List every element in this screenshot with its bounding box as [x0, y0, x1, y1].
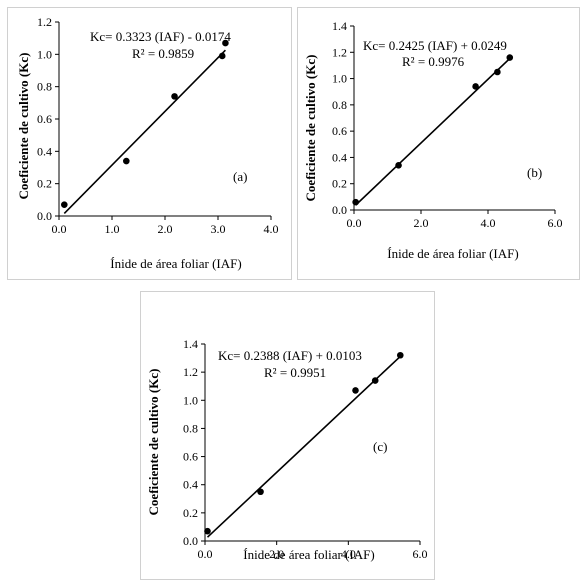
data-point	[472, 83, 479, 90]
y-tick-label: 0.2	[332, 177, 347, 191]
data-point	[352, 198, 359, 206]
data-point	[222, 39, 229, 47]
chart-c-x-label: Ínide de área foliar (IAF)	[243, 547, 374, 562]
data-point	[171, 93, 178, 100]
chart-a-x-ticks: 0.0 1.0 2.0 3.0 4.0	[52, 216, 279, 236]
y-tick-label: 0.4	[183, 478, 198, 492]
x-tick-label: 2.0	[269, 547, 284, 561]
data-point	[257, 488, 264, 496]
y-tick-label: 0.0	[183, 534, 198, 548]
chart-panel-b: 0.0 0.2 0.4 0.6 0.8 1.0 1.2 1.4 0.0 2.0 4.0 6.0 Kc…	[297, 7, 580, 280]
chart-b-y-ticks: 0.0 0.2 0.4 0.6 0.8 1.0 1.2 1.4	[332, 19, 354, 217]
data-point	[371, 377, 379, 384]
chart-a-r2: R² = 0.9859	[132, 46, 194, 61]
y-tick-label: 0.8	[332, 98, 347, 112]
y-tick-label: 1.2	[37, 15, 52, 29]
chart-c-svg: 0.0 0.2 0.4 0.6 0.8 1.0 1.2 1.4 0.0 2.0 4.0 6.0 Kc…	[146, 337, 428, 562]
chart-a-y-ticks: 0.0 0.2 0.4 0.6 0.8 1.0 1.2	[37, 15, 59, 223]
data-point	[218, 52, 226, 60]
x-tick-label: 2.0	[414, 216, 429, 230]
chart-a-svg: 0.0 0.2 0.4 0.6 0.8 1.0 1.2 0.0 1.0 2.0 3.0 4.0 Kc…	[16, 15, 279, 271]
y-tick-label: 0.6	[183, 450, 198, 464]
chart-a-x-label: Ínide de área foliar (IAF)	[110, 256, 241, 271]
y-tick-label: 0.2	[37, 177, 52, 191]
chart-a-y-label: Coeficiente de cultivo (Kc)	[16, 53, 31, 200]
y-tick-label: 1.2	[332, 45, 347, 59]
chart-a-equation: Kc= 0.3323 (IAF) - 0.0174	[90, 29, 231, 44]
x-tick-label: 2.0	[158, 222, 173, 236]
x-tick-label: 4.0	[264, 222, 279, 236]
y-tick-label: 1.0	[332, 72, 347, 86]
chart-b-panel-label: (b)	[527, 165, 542, 180]
chart-b-x-label: Ínide de área foliar (IAF)	[387, 246, 518, 261]
chart-c-panel-label: (c)	[373, 439, 387, 454]
data-point	[494, 68, 501, 76]
x-tick-label: 0.0	[52, 222, 67, 236]
data-point	[396, 351, 404, 359]
chart-b-points	[352, 54, 514, 206]
y-tick-label: 0.8	[37, 80, 52, 94]
x-tick-label: 4.0	[341, 547, 356, 561]
y-tick-label: 0.2	[183, 506, 198, 520]
data-point	[506, 54, 514, 61]
chart-a-panel-label: (a)	[233, 169, 247, 184]
data-point	[61, 201, 68, 208]
x-tick-label: 3.0	[211, 222, 226, 236]
data-point	[395, 162, 402, 169]
x-tick-label: 0.0	[198, 547, 213, 561]
chart-c-equation: Kc= 0.2388 (IAF) + 0.0103	[218, 348, 362, 363]
chart-b-equation: Kc= 0.2425 (IAF) + 0.0249	[363, 38, 507, 53]
y-tick-label: 0.8	[183, 421, 198, 435]
chart-b-trendline	[355, 57, 511, 206]
y-tick-label: 0.0	[332, 203, 347, 217]
chart-a-points	[61, 39, 229, 208]
y-tick-label: 0.6	[37, 112, 52, 126]
y-tick-label: 0.4	[37, 144, 52, 158]
chart-c-trendline	[206, 355, 401, 538]
chart-c-y-ticks: 0.0 0.2 0.4 0.6 0.8 1.0 1.2 1.4	[183, 337, 205, 548]
data-point	[123, 157, 130, 165]
chart-c-r2: R² = 0.9951	[264, 365, 326, 380]
y-tick-label: 0.6	[332, 124, 347, 138]
chart-panel-a: 0.0 0.2 0.4 0.6 0.8 1.0 1.2 0.0 1.0 2.0 3.0 4.0 Kc…	[7, 7, 292, 280]
x-tick-label: 0.0	[347, 216, 362, 230]
chart-b-r2: R² = 0.9976	[402, 54, 465, 69]
y-tick-label: 0.0	[37, 209, 52, 223]
y-tick-label: 0.4	[332, 150, 347, 164]
chart-panel-c: 0.0 0.2 0.4 0.6 0.8 1.0 1.2 1.4 0.0 2.0 4.0 6.0 Kc…	[140, 291, 435, 580]
chart-a-trendline	[63, 49, 226, 215]
chart-c-x-ticks: 0.0 2.0 4.0 6.0	[198, 541, 428, 561]
x-tick-label: 1.0	[105, 222, 120, 236]
x-tick-label: 4.0	[481, 216, 496, 230]
data-point	[352, 387, 359, 394]
x-tick-label: 6.0	[548, 216, 563, 230]
chart-b-y-label: Coeficiente de cultivo (Kc)	[303, 55, 318, 202]
chart-c-y-label: Coeficiente de cultivo (Kc)	[146, 369, 161, 516]
y-tick-label: 1.0	[183, 393, 198, 407]
chart-b-x-ticks: 0.0 2.0 4.0 6.0	[347, 210, 563, 230]
y-tick-label: 1.4	[183, 337, 198, 351]
data-point	[204, 527, 211, 535]
x-tick-label: 6.0	[413, 547, 428, 561]
y-tick-label: 1.4	[332, 19, 347, 33]
chart-c-points	[204, 351, 404, 535]
chart-b-svg: 0.0 0.2 0.4 0.6 0.8 1.0 1.2 1.4 0.0 2.0 4.0 6.0 Kc…	[303, 19, 563, 261]
y-tick-label: 1.0	[37, 47, 52, 61]
y-tick-label: 1.2	[183, 365, 198, 379]
